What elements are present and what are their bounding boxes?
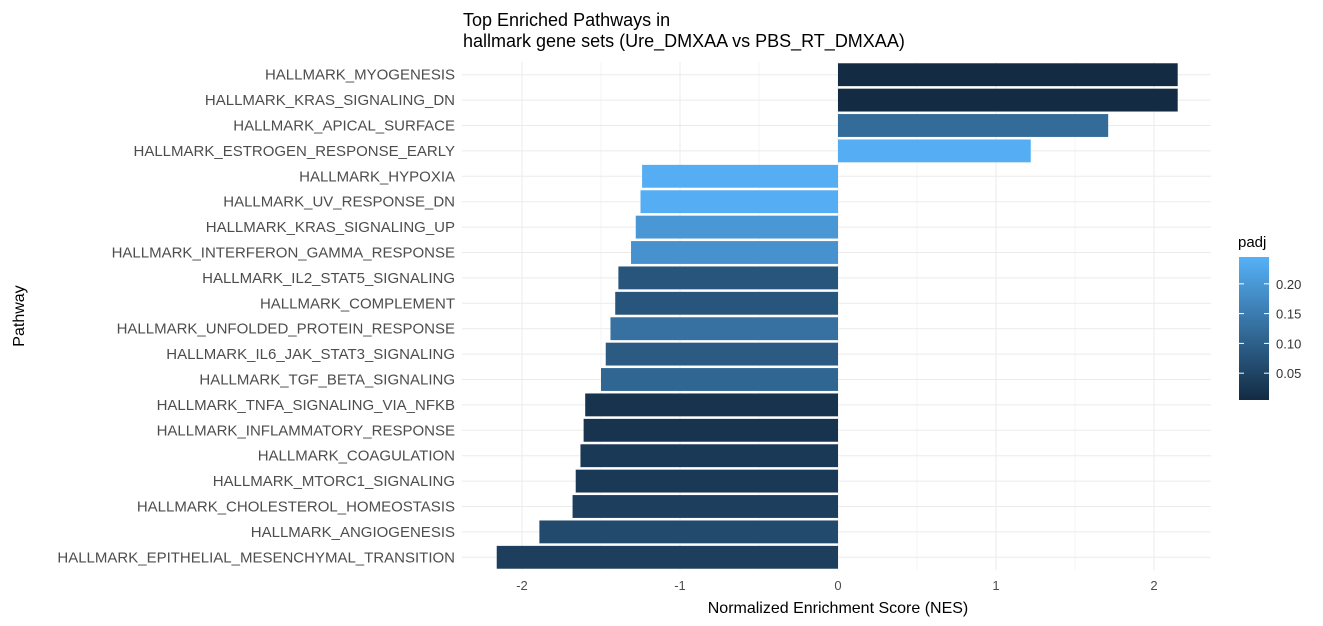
category-label: HALLMARK_KRAS_SIGNALING_DN bbox=[205, 92, 455, 109]
category-label: HALLMARK_IL6_JAK_STAT3_SIGNALING bbox=[166, 346, 455, 363]
legend-tick-label: 0.05 bbox=[1276, 366, 1301, 381]
x-tick-label: 0 bbox=[834, 578, 841, 593]
legend-tick-label: 0.10 bbox=[1276, 336, 1301, 351]
bar-hallmark-estrogen-response-early bbox=[838, 139, 1031, 163]
bar-hallmark-il6-jak-stat3-signaling bbox=[605, 342, 838, 366]
legend-ticks: 0.05 0.10 0.15 0.20 bbox=[1239, 277, 1301, 381]
category-label: HALLMARK_INFLAMMATORY_RESPONSE bbox=[157, 422, 455, 439]
category-label: HALLMARK_TGF_BETA_SIGNALING bbox=[199, 372, 455, 389]
grid bbox=[462, 62, 1211, 570]
padj-legend: padj 0.05 0.10 0.15 0.20 bbox=[1238, 234, 1301, 400]
category-label: HALLMARK_INTERFERON_GAMMA_RESPONSE bbox=[112, 245, 455, 262]
bar-hallmark-hypoxia bbox=[642, 164, 838, 188]
category-label: HALLMARK_UNFOLDED_PROTEIN_RESPONSE bbox=[117, 321, 455, 338]
category-label: HALLMARK_MYOGENESIS bbox=[265, 67, 455, 84]
x-tick-label: 2 bbox=[1150, 578, 1157, 593]
x-tick-labels: -2 -1 0 1 2 bbox=[516, 578, 1157, 593]
chart-title-line-2: hallmark gene sets (Ure_DMXAA vs PBS_RT_… bbox=[463, 31, 905, 52]
bar-hallmark-apical-surface bbox=[838, 114, 1109, 137]
category-label: HALLMARK_ESTROGEN_RESPONSE_EARLY bbox=[134, 143, 456, 160]
category-label: HALLMARK_APICAL_SURFACE bbox=[233, 118, 455, 135]
bar-hallmark-unfolded-protein-response bbox=[610, 317, 838, 341]
bar-hallmark-angiogenesis bbox=[539, 520, 838, 544]
bar-hallmark-coagulation bbox=[580, 444, 838, 468]
category-label: HALLMARK_EPITHELIAL_MESENCHYMAL_TRANSITI… bbox=[57, 549, 455, 566]
legend-tick-label: 0.15 bbox=[1276, 307, 1301, 322]
category-label: HALLMARK_MTORC1_SIGNALING bbox=[213, 473, 455, 490]
bar-hallmark-tnfa-signaling-via-nfkb bbox=[585, 393, 838, 417]
x-tick-label: 1 bbox=[992, 578, 999, 593]
category-label: HALLMARK_COMPLEMENT bbox=[260, 295, 455, 312]
y-axis-title: Pathway bbox=[11, 285, 28, 346]
x-axis-title: Normalized Enrichment Score (NES) bbox=[708, 600, 969, 617]
bar-hallmark-myogenesis bbox=[838, 63, 1178, 87]
category-label: HALLMARK_CHOLESTEROL_HOMEOSTASIS bbox=[137, 499, 455, 516]
legend-title: padj bbox=[1238, 234, 1266, 251]
bar-hallmark-mtorc1-signaling bbox=[575, 469, 838, 493]
bar-hallmark-epithelial-mesenchymal-transition bbox=[496, 545, 838, 569]
x-tick-label: -1 bbox=[674, 578, 686, 593]
legend-tick-label: 0.20 bbox=[1276, 277, 1301, 292]
legend-colorbar bbox=[1239, 257, 1269, 400]
category-label: HALLMARK_TNFA_SIGNALING_VIA_NFKB bbox=[157, 397, 455, 414]
bar-hallmark-cholesterol-homeostasis bbox=[572, 495, 838, 518]
bars bbox=[496, 63, 1178, 569]
category-label: HALLMARK_KRAS_SIGNALING_UP bbox=[206, 219, 455, 236]
bar-hallmark-complement bbox=[615, 291, 838, 315]
bar-hallmark-tgf-beta-signaling bbox=[601, 368, 838, 391]
category-label: HALLMARK_IL2_STAT5_SIGNALING bbox=[202, 270, 455, 287]
category-labels: HALLMARK_MYOGENESIS HALLMARK_KRAS_SIGNALI… bbox=[57, 67, 455, 567]
bar-hallmark-kras-signaling-dn bbox=[838, 88, 1178, 112]
bar-hallmark-il2-stat5-signaling bbox=[618, 266, 838, 290]
bar-hallmark-uv-response-dn bbox=[640, 190, 838, 214]
bar-hallmark-inflammatory-response bbox=[583, 418, 838, 442]
x-tick-label: -2 bbox=[516, 578, 528, 593]
category-label: HALLMARK_UV_RESPONSE_DN bbox=[223, 194, 455, 211]
chart-title-line-1: Top Enriched Pathways in bbox=[463, 10, 670, 30]
category-label: HALLMARK_ANGIOGENESIS bbox=[251, 524, 455, 541]
category-label: HALLMARK_HYPOXIA bbox=[299, 168, 455, 185]
category-label: HALLMARK_COAGULATION bbox=[258, 448, 455, 465]
bar-hallmark-kras-signaling-up bbox=[635, 215, 838, 239]
bar-hallmark-interferon-gamma-response bbox=[631, 241, 838, 264]
